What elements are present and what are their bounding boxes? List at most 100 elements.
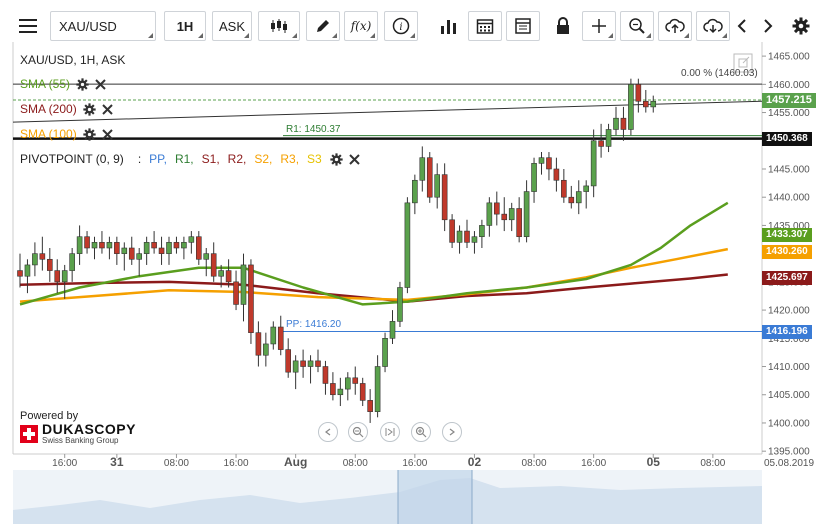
- candle-body[interactable]: [76, 236, 83, 254]
- zoom-in-button[interactable]: [411, 422, 431, 442]
- indicators-button[interactable]: f(x): [344, 11, 378, 41]
- candle-body[interactable]: [32, 253, 38, 266]
- legend-sma-55[interactable]: SMA (55): [20, 77, 106, 91]
- candle-body[interactable]: [285, 349, 292, 373]
- candle-body[interactable]: [84, 236, 90, 249]
- candle-body[interactable]: [121, 247, 128, 254]
- info-button[interactable]: i: [384, 11, 418, 41]
- candle-body[interactable]: [516, 208, 522, 238]
- candle-body[interactable]: [277, 326, 284, 350]
- candle-body[interactable]: [225, 270, 232, 283]
- candle-body[interactable]: [151, 242, 157, 249]
- close-icon[interactable]: [95, 78, 106, 90]
- candle-body[interactable]: [106, 242, 113, 249]
- candle-body[interactable]: [508, 208, 515, 221]
- candle-body[interactable]: [61, 270, 68, 283]
- candle-body[interactable]: [344, 377, 351, 390]
- candle-body[interactable]: [24, 264, 31, 277]
- upload-button[interactable]: [658, 11, 692, 41]
- candle-body[interactable]: [456, 230, 463, 243]
- candle-body[interactable]: [263, 343, 269, 356]
- candle-body[interactable]: [426, 157, 433, 198]
- side-selector[interactable]: ASK: [212, 11, 252, 41]
- candle-body[interactable]: [620, 117, 627, 130]
- candle-body[interactable]: [136, 253, 142, 260]
- candle-body[interactable]: [642, 100, 649, 108]
- scroll-start-button[interactable]: [318, 422, 338, 442]
- candle-body[interactable]: [17, 270, 23, 277]
- zoom-out-button[interactable]: [348, 422, 368, 442]
- volume-button[interactable]: [432, 11, 466, 41]
- candle-body[interactable]: [270, 326, 277, 345]
- candle-body[interactable]: [233, 281, 239, 305]
- candle-body[interactable]: [561, 179, 567, 198]
- candle-body[interactable]: [531, 163, 537, 192]
- candle-body[interactable]: [240, 264, 247, 305]
- candle-body[interactable]: [605, 129, 612, 147]
- download-button[interactable]: [696, 11, 730, 41]
- close-icon[interactable]: [101, 128, 113, 140]
- calendar-button[interactable]: [468, 11, 502, 41]
- candle-body[interactable]: [99, 242, 105, 249]
- candle-body[interactable]: [337, 388, 344, 396]
- menu-button[interactable]: [14, 11, 42, 41]
- candle-body[interactable]: [464, 230, 470, 243]
- trend-line[interactable]: [12, 100, 763, 123]
- candle-body[interactable]: [412, 179, 418, 204]
- candle-body[interactable]: [210, 253, 217, 277]
- candle-body[interactable]: [188, 236, 195, 243]
- candle-body[interactable]: [69, 253, 75, 271]
- candle-body[interactable]: [128, 247, 135, 260]
- zoom-button[interactable]: [620, 11, 654, 41]
- chart-type-button[interactable]: [258, 11, 300, 41]
- scroll-left-button[interactable]: [732, 11, 752, 41]
- lock-button[interactable]: [546, 11, 580, 41]
- gear-icon[interactable]: [330, 152, 343, 166]
- candle-body[interactable]: [613, 117, 619, 130]
- draw-button[interactable]: [306, 11, 340, 41]
- symbol-selector[interactable]: XAU/USD: [50, 11, 156, 41]
- candle-body[interactable]: [173, 242, 180, 249]
- candle-body[interactable]: [486, 202, 493, 226]
- candle-body[interactable]: [590, 140, 597, 187]
- candle-body[interactable]: [598, 140, 604, 147]
- candle-body[interactable]: [389, 321, 396, 339]
- table-button[interactable]: [506, 11, 540, 41]
- candle-body[interactable]: [568, 196, 575, 204]
- sma-55-line[interactable]: [19, 201, 729, 306]
- gear-icon[interactable]: [83, 127, 96, 141]
- candle-body[interactable]: [91, 242, 98, 249]
- legend-sma-200[interactable]: SMA (200): [20, 102, 113, 116]
- candle-body[interactable]: [419, 157, 426, 181]
- candle-body[interactable]: [292, 360, 299, 373]
- candle-body[interactable]: [307, 360, 314, 367]
- candle-body[interactable]: [315, 360, 321, 367]
- reset-zoom-button[interactable]: [380, 422, 400, 442]
- settings-button[interactable]: [790, 11, 812, 41]
- candle-body[interactable]: [523, 191, 530, 238]
- candle-body[interactable]: [300, 360, 306, 367]
- timeframe-selector[interactable]: 1H: [164, 11, 206, 41]
- candle-body[interactable]: [493, 202, 500, 215]
- candle-body[interactable]: [143, 242, 150, 254]
- gear-icon[interactable]: [76, 77, 89, 91]
- candle-body[interactable]: [397, 287, 403, 322]
- candle-body[interactable]: [114, 242, 120, 254]
- candle-body[interactable]: [203, 253, 210, 260]
- candle-body[interactable]: [181, 242, 187, 249]
- sma-200-line[interactable]: [19, 273, 728, 303]
- candle-body[interactable]: [367, 400, 373, 412]
- candle-body[interactable]: [553, 168, 560, 181]
- candle-body[interactable]: [255, 332, 262, 356]
- candle-body[interactable]: [166, 242, 172, 254]
- candle-body[interactable]: [441, 174, 448, 221]
- candle-body[interactable]: [501, 213, 508, 221]
- candle-body[interactable]: [434, 174, 441, 198]
- crosshair-button[interactable]: [582, 11, 616, 41]
- candle-body[interactable]: [196, 236, 202, 260]
- candle-body[interactable]: [248, 264, 254, 333]
- candle-body[interactable]: [382, 338, 388, 367]
- scroll-end-button[interactable]: [442, 422, 462, 442]
- candle-body[interactable]: [46, 258, 53, 271]
